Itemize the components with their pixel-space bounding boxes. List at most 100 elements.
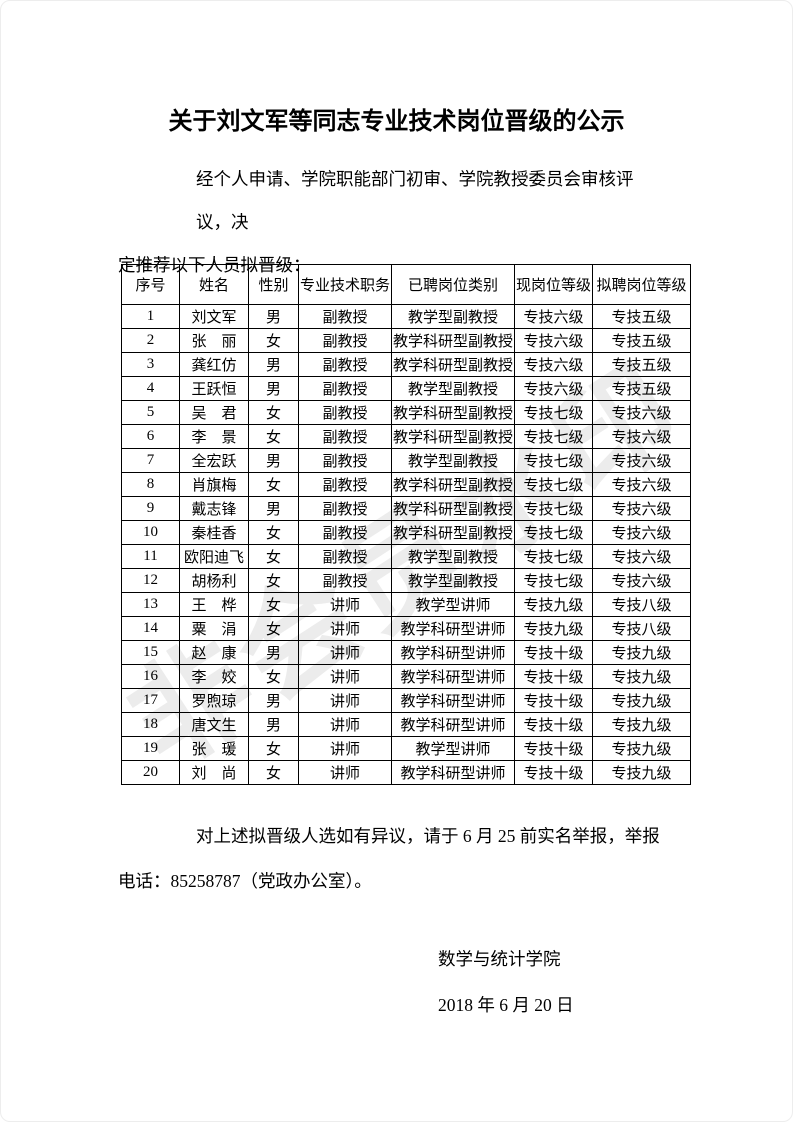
table-cell: 专技六级 — [592, 520, 692, 545]
table-cell: 教学科研型副教授 — [391, 520, 516, 545]
table-cell: 1 — [121, 304, 180, 329]
table-cell: 女 — [248, 736, 299, 761]
table-cell: 教学型讲师 — [391, 736, 516, 761]
promotion-table: 序号 姓名 性别 专业技术职务 已聘岗位类别 现岗位等级 拟聘岗位等级 1 刘文军… — [121, 264, 692, 785]
table-cell: 王 桦 — [179, 592, 249, 617]
table-row: 11 欧阳迪飞女副教授 教学型副教授 专技七级 专技六级 — [121, 544, 692, 569]
table-cell: 女 — [248, 664, 299, 689]
table-cell: 16 — [121, 664, 180, 689]
table-row: 15 赵 康男讲师 教学科研型讲师 专技十级 专技九级 — [121, 640, 692, 665]
table-cell: 男 — [248, 496, 299, 521]
header-cell-name: 姓名 — [179, 264, 249, 305]
table-cell: 副教授 — [297, 496, 393, 521]
table-cell: 专技六级 — [592, 544, 692, 569]
table-cell: 粟 涓 — [179, 616, 249, 641]
table-cell: 教学科研型讲师 — [391, 712, 516, 737]
table-cell: 专技五级 — [592, 304, 692, 329]
table-cell: 12 — [121, 568, 180, 593]
table-row: 8 肖旗梅女副教授 教学科研型副教授 专技七级 专技六级 — [121, 472, 692, 497]
table-cell: 教学科研型讲师 — [391, 760, 516, 785]
table-cell: 副教授 — [297, 400, 393, 425]
table-cell: 讲师 — [297, 664, 393, 689]
table-cell: 专技六级 — [592, 496, 692, 521]
table-cell: 副教授 — [297, 568, 393, 593]
table-cell: 副教授 — [297, 352, 393, 377]
table-cell: 张 丽 — [179, 328, 249, 353]
table-cell: 专技十级 — [514, 688, 594, 713]
table-cell: 教学科研型讲师 — [391, 640, 516, 665]
closing-paragraph: 对上述拟晋级人选如有异议，请于 6 月 25 前实名举报，举报 电话：85258… — [118, 814, 664, 904]
table-cell: 女 — [248, 400, 299, 425]
table-cell: 专技六级 — [514, 376, 594, 401]
header-cell-new: 拟聘岗位等级 — [592, 264, 692, 305]
table-cell: 10 — [121, 520, 180, 545]
table-cell: 专技五级 — [592, 376, 692, 401]
table-cell: 男 — [248, 304, 299, 329]
table-cell: 专技七级 — [514, 496, 594, 521]
table-cell: 讲师 — [297, 688, 393, 713]
table-cell: 刘文军 — [179, 304, 249, 329]
table-cell: 欧阳迪飞 — [179, 544, 249, 569]
table-cell: 专技六级 — [592, 400, 692, 425]
table-cell: 女 — [248, 544, 299, 569]
table-cell: 教学型副教授 — [391, 376, 516, 401]
signature: 数学与统计学院 — [438, 949, 561, 969]
table-cell: 教学型副教授 — [391, 304, 516, 329]
table-cell: 专技九级 — [592, 688, 692, 713]
table-header-row: 序号 姓名 性别 专业技术职务 已聘岗位类别 现岗位等级 拟聘岗位等级 — [121, 264, 692, 305]
table-cell: 女 — [248, 424, 299, 449]
table-cell: 15 — [121, 640, 180, 665]
header-cell-sex: 性别 — [248, 264, 299, 305]
table-cell: 男 — [248, 640, 299, 665]
table-cell: 专技十级 — [514, 736, 594, 761]
table-cell: 胡杨利 — [179, 568, 249, 593]
table-cell: 讲师 — [297, 712, 393, 737]
table-cell: 教学科研型副教授 — [391, 400, 516, 425]
table-row: 14 粟 涓女讲师 教学科研型讲师 专技九级 专技八级 — [121, 616, 692, 641]
table-cell: 专技六级 — [592, 424, 692, 449]
table-cell: 专技七级 — [514, 448, 594, 473]
table-cell: 教学型讲师 — [391, 592, 516, 617]
table-cell: 教学科研型讲师 — [391, 688, 516, 713]
table-row: 7 全宏跃男副教授 教学型副教授 专技七级 专技六级 — [121, 448, 692, 473]
table-cell: 专技八级 — [592, 616, 692, 641]
table-cell: 专技五级 — [592, 328, 692, 353]
table-cell: 男 — [248, 712, 299, 737]
table-cell: 专技十级 — [514, 640, 594, 665]
table-cell: 李 姣 — [179, 664, 249, 689]
table-cell: 专技九级 — [592, 736, 692, 761]
table-cell: 专技六级 — [592, 568, 692, 593]
table-cell: 罗煦琼 — [179, 688, 249, 713]
table-cell: 男 — [248, 448, 299, 473]
table-cell: 教学型副教授 — [391, 544, 516, 569]
table-cell: 男 — [248, 352, 299, 377]
table-row: 4 王跃恒男副教授 教学型副教授 专技六级 专技五级 — [121, 376, 692, 401]
table-row: 16 李 姣女讲师 教学科研型讲师 专技十级 专技九级 — [121, 664, 692, 689]
table-cell: 专技十级 — [514, 712, 594, 737]
table-cell: 专技七级 — [514, 520, 594, 545]
table-cell: 专技六级 — [514, 352, 594, 377]
table-cell: 专技十级 — [514, 664, 594, 689]
table-cell: 讲师 — [297, 736, 393, 761]
header-cell-title: 专业技术职务 — [297, 264, 393, 305]
table-cell: 专技七级 — [514, 544, 594, 569]
table-cell: 教学科研型副教授 — [391, 496, 516, 521]
table-cell: 女 — [248, 592, 299, 617]
table-cell: 专技七级 — [514, 400, 594, 425]
table-cell: 7 — [121, 448, 180, 473]
table-cell: 专技九级 — [592, 640, 692, 665]
table-cell: 讲师 — [297, 592, 393, 617]
table-cell: 吴 君 — [179, 400, 249, 425]
table-cell: 专技十级 — [514, 760, 594, 785]
table-cell: 副教授 — [297, 472, 393, 497]
table-cell: 女 — [248, 568, 299, 593]
date: 2018 年 6 月 20 日 — [438, 995, 574, 1015]
table-cell: 女 — [248, 616, 299, 641]
document-title: 关于刘文军等同志专业技术岗位晋级的公示 — [168, 108, 625, 135]
table-cell: 戴志锋 — [179, 496, 249, 521]
table-cell: 教学科研型副教授 — [391, 352, 516, 377]
table-cell: 全宏跃 — [179, 448, 249, 473]
